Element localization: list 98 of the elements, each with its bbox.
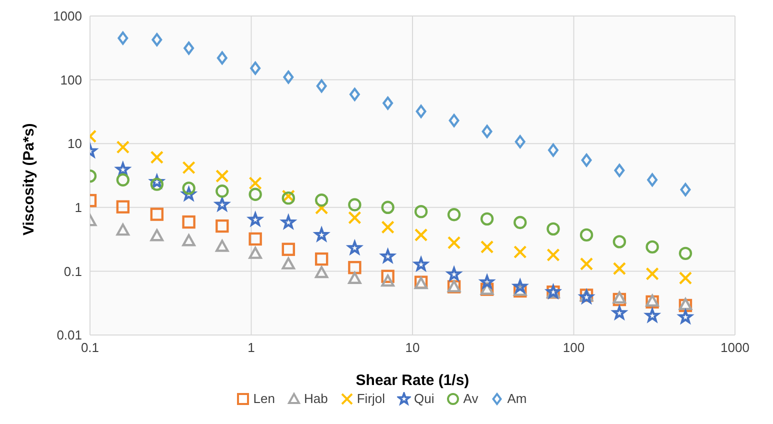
point <box>348 240 362 254</box>
point <box>482 124 492 138</box>
point <box>182 234 196 246</box>
point <box>614 164 625 178</box>
point <box>314 201 328 215</box>
point <box>282 215 296 228</box>
x-tick-label: 10 <box>405 340 420 356</box>
point <box>612 291 626 304</box>
point <box>382 96 394 110</box>
point <box>480 275 494 288</box>
point <box>514 135 526 148</box>
point <box>118 32 128 45</box>
point <box>546 222 560 236</box>
point <box>581 154 592 167</box>
x-tick-label: 1 <box>248 340 255 356</box>
point <box>480 212 494 226</box>
point <box>248 232 262 246</box>
point <box>116 140 130 154</box>
y-tick-label: 1000 <box>53 8 82 24</box>
point <box>184 42 194 55</box>
point <box>216 169 229 183</box>
legend-label: Hab <box>304 391 328 406</box>
point <box>150 174 164 188</box>
point <box>612 262 626 276</box>
point <box>314 194 328 207</box>
point <box>216 240 229 252</box>
point <box>647 173 658 186</box>
point <box>314 252 328 266</box>
point <box>447 267 461 280</box>
y-tick-label: 10 <box>68 136 82 152</box>
point <box>678 271 692 285</box>
point <box>381 220 394 234</box>
point <box>314 228 328 241</box>
point <box>580 228 594 242</box>
point <box>283 70 294 84</box>
point <box>646 240 659 254</box>
y-axis-title: Viscosity (Pa*s) <box>20 123 38 236</box>
point <box>150 229 164 242</box>
y-tick-label: 0.01 <box>56 328 82 343</box>
point <box>216 219 229 233</box>
point <box>447 236 461 250</box>
point <box>678 246 692 260</box>
point <box>416 104 426 118</box>
point <box>116 224 130 236</box>
point <box>116 200 130 214</box>
point <box>182 215 196 229</box>
y-tick-label: 1 <box>74 200 82 216</box>
x-tick-label: 1000 <box>720 340 750 356</box>
point <box>216 51 228 65</box>
point <box>612 292 626 306</box>
legend-label: Len <box>253 391 275 406</box>
point <box>150 208 164 221</box>
point <box>381 274 394 287</box>
point <box>414 257 428 271</box>
point <box>548 144 558 157</box>
point <box>248 188 262 201</box>
point <box>314 266 328 278</box>
point <box>216 184 229 198</box>
point <box>546 248 560 262</box>
point <box>680 183 691 196</box>
point <box>380 249 395 262</box>
point <box>348 211 362 224</box>
point <box>447 208 461 222</box>
point <box>348 198 362 212</box>
point <box>514 245 527 259</box>
x-axis-title: Shear Rate (1/s) <box>356 372 470 389</box>
point <box>381 270 394 283</box>
legend-label: Av <box>463 391 478 406</box>
point <box>348 260 362 274</box>
point <box>248 246 262 259</box>
point <box>316 79 327 93</box>
point <box>182 187 196 200</box>
x-tick-label: 0.1 <box>80 340 100 356</box>
point <box>646 267 659 280</box>
point <box>250 62 261 75</box>
point <box>381 200 394 214</box>
point <box>414 204 428 218</box>
point <box>116 173 130 186</box>
point <box>248 176 262 190</box>
legend-label: Firjol <box>356 391 386 406</box>
point <box>514 216 527 230</box>
point <box>348 272 362 284</box>
point <box>349 88 360 102</box>
point <box>480 240 494 254</box>
legend-label: Am <box>507 391 527 406</box>
point <box>414 228 428 242</box>
y-tick-label: 0.1 <box>64 264 82 279</box>
point <box>612 235 626 248</box>
point <box>152 33 162 46</box>
point <box>448 114 460 128</box>
point <box>580 257 594 271</box>
y-tick-label: 100 <box>60 72 82 88</box>
point <box>150 150 164 164</box>
point <box>182 161 196 174</box>
legend-label: Qui <box>414 391 434 406</box>
point <box>282 257 296 270</box>
point <box>282 242 296 256</box>
x-tick-label: 100 <box>562 340 585 356</box>
